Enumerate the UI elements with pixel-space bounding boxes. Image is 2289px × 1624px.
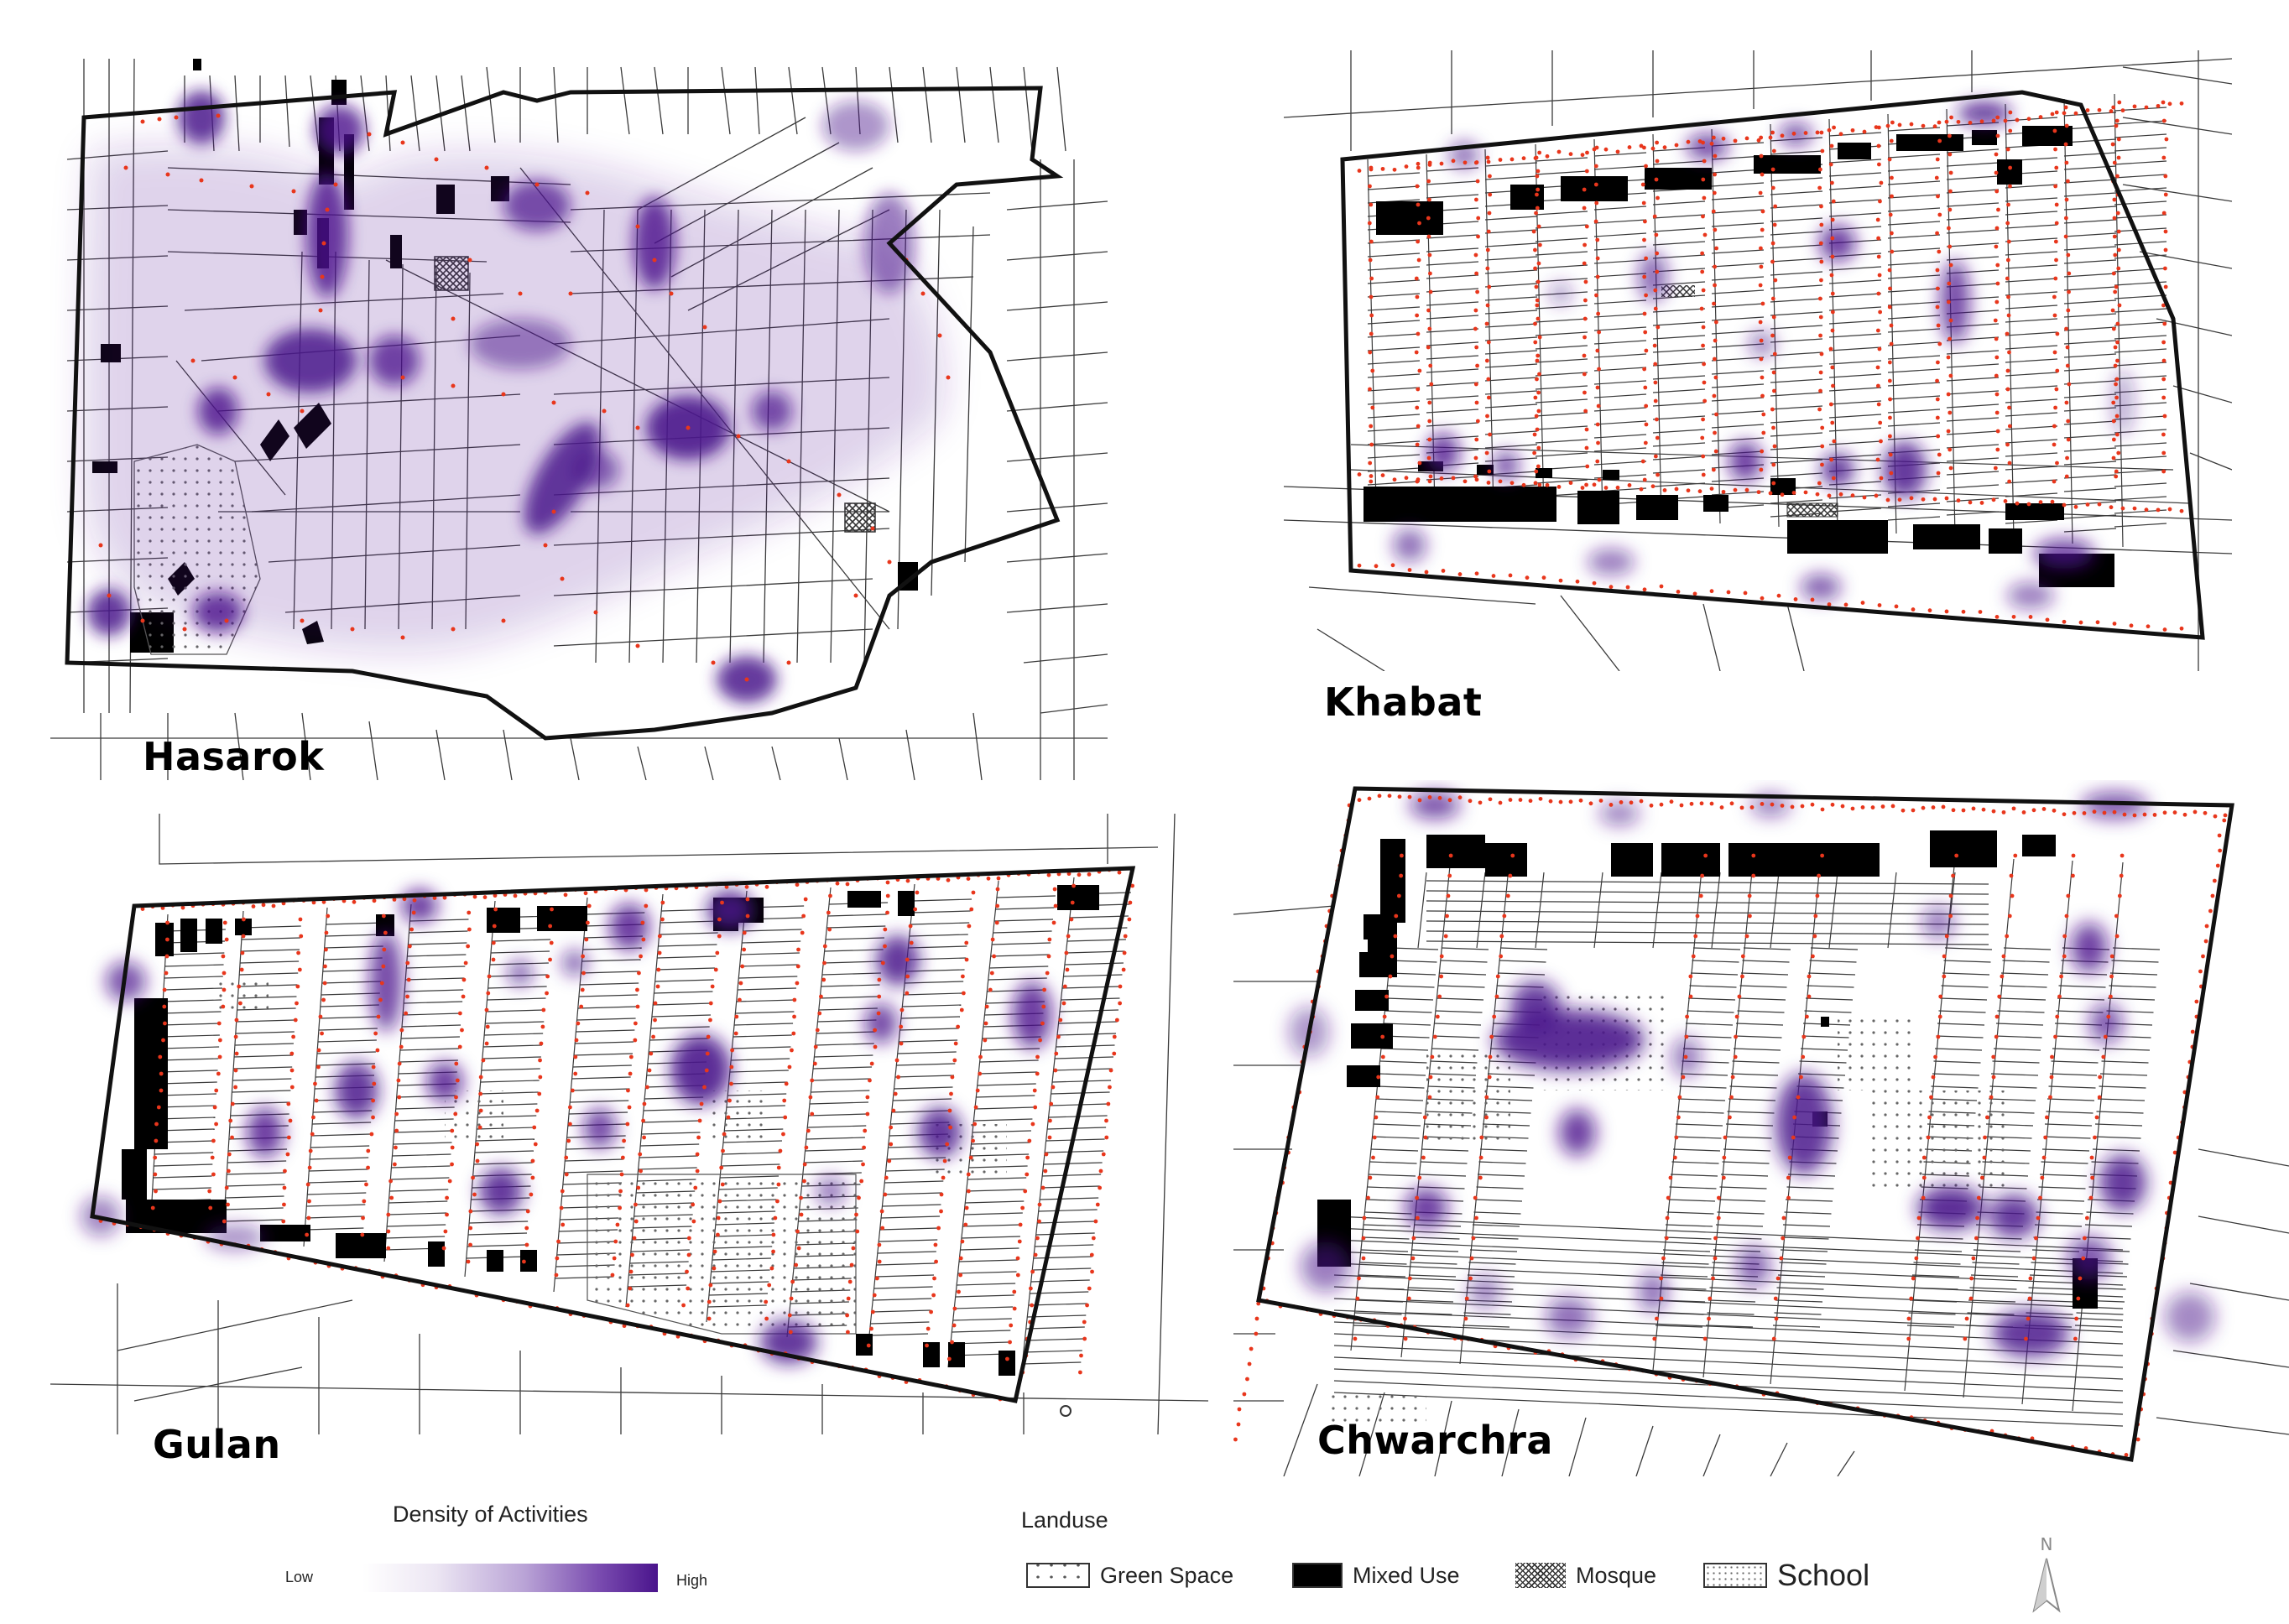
landuse-label: Mosque <box>1576 1562 1657 1588</box>
map-hasarok <box>50 58 1108 780</box>
landuse-label: Mixed Use <box>1353 1562 1460 1588</box>
landuse-item-school: School <box>1703 1558 1870 1592</box>
map-chwarchra <box>1233 786 2289 1476</box>
density-high-label: High <box>676 1572 708 1589</box>
mosque-swatch-icon <box>1515 1563 1566 1588</box>
landuse-label: Green Space <box>1100 1562 1234 1588</box>
map-panel-gulan <box>50 814 1208 1434</box>
district-label-chwarchra: Chwarchra <box>1317 1418 1553 1463</box>
map-panel-khabat <box>1284 50 2232 671</box>
map-gulan <box>50 814 1208 1434</box>
north-label: N <box>2041 1535 2053 1554</box>
district-label-hasarok: Hasarok <box>143 734 325 779</box>
mixed-use-swatch-icon <box>1292 1563 1343 1588</box>
green-space-swatch-icon <box>1026 1563 1090 1588</box>
landuse-label: School <box>1777 1558 1870 1592</box>
landuse-item-mosque: Mosque <box>1515 1559 1656 1592</box>
district-label-gulan: Gulan <box>153 1422 281 1467</box>
landuse-item-green-space: Green Space <box>1026 1559 1233 1592</box>
map-panel-hasarok <box>50 42 1108 780</box>
density-legend-title: Density of Activities <box>393 1502 588 1527</box>
map-khabat <box>1284 50 2232 671</box>
landuse-legend-title: Landuse <box>1021 1507 1108 1533</box>
district-label-khabat: Khabat <box>1324 679 1483 725</box>
density-color-ramp <box>362 1564 658 1592</box>
map-panel-chwarchra <box>1233 780 2289 1476</box>
landuse-item-mixed-use: Mixed Use <box>1292 1559 1460 1592</box>
school-swatch-icon <box>1703 1563 1767 1588</box>
north-arrow-icon: N <box>2032 1535 2061 1613</box>
density-low-label: Low <box>285 1569 314 1585</box>
